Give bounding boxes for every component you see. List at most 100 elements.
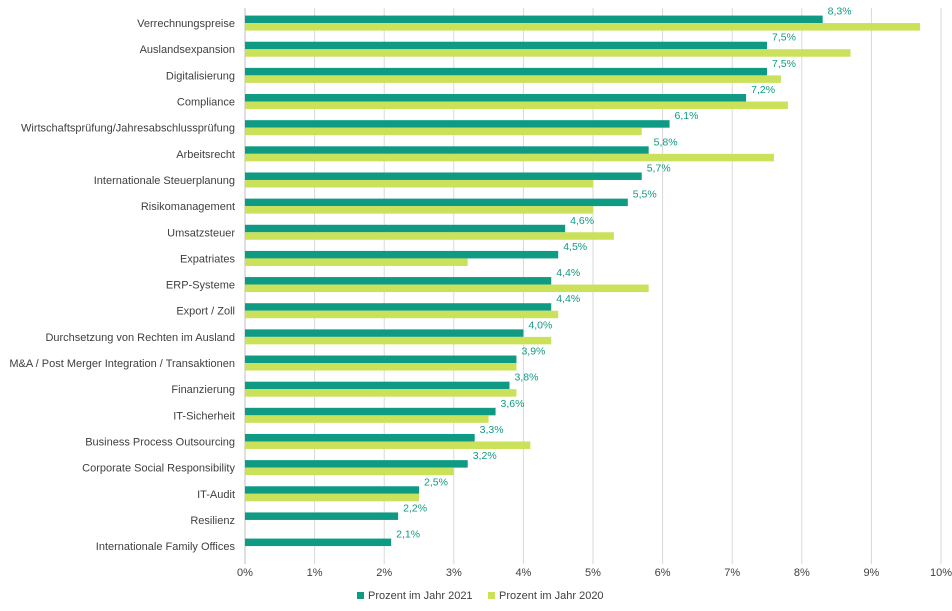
category-label: Business Process Outsourcing	[85, 436, 235, 448]
bar-2021	[245, 277, 552, 285]
bar-2020	[245, 75, 781, 83]
data-label-2021: 4,4%	[556, 267, 580, 279]
bar-2021	[245, 224, 566, 233]
category-label: Umsatzsteuer	[167, 227, 235, 239]
data-label-2021: 5,7%	[647, 162, 671, 174]
category-label: M&A / Post Merger Integration / Transakt…	[9, 358, 235, 370]
data-label-2021: 2,2%	[403, 502, 427, 514]
bar-2020	[245, 363, 517, 371]
legend: Prozent im Jahr 2021 Prozent im Jahr 2020	[357, 590, 604, 602]
bar-2021	[245, 172, 642, 180]
bar-2021	[245, 433, 475, 442]
bar-2020	[245, 206, 593, 214]
category-label: ERP-Systeme	[166, 280, 235, 292]
bar-2021	[245, 15, 823, 24]
data-label-2021: 3,8%	[514, 372, 538, 384]
bar-2020	[245, 23, 921, 31]
category-label: Internationale Family Offices	[96, 541, 236, 553]
category-label: Corporate Social Responsibility	[82, 463, 235, 475]
category-label: IT-Sicherheit	[173, 410, 235, 422]
data-label-2021: 4,5%	[563, 241, 587, 253]
bars	[245, 15, 921, 547]
x-tick-label: 3%	[446, 567, 462, 579]
category-label: Compliance	[177, 97, 235, 109]
data-label-2021: 5,8%	[654, 136, 678, 148]
data-label-2021: 4,0%	[528, 319, 552, 331]
bar-2020	[245, 415, 489, 423]
category-labels: Verrechnungspreise Auslandsexpansion Digit…	[9, 18, 235, 553]
category-label: IT-Audit	[197, 489, 235, 501]
x-tick-labels: 0% 1% 2% 3% 4% 5% 6% 7% 8% 9% 10%	[237, 567, 952, 579]
bar-2021	[245, 146, 649, 154]
bar-2020	[245, 284, 649, 293]
bar-2021	[245, 41, 767, 50]
x-tick-label: 0%	[237, 567, 253, 579]
category-label: Export / Zoll	[176, 306, 235, 318]
bar-2020	[245, 258, 468, 266]
category-label: Auslandsexpansion	[140, 44, 235, 56]
bar-2020	[245, 310, 559, 319]
bar-2020	[245, 493, 419, 502]
x-tick-label: 1%	[307, 567, 323, 579]
bar-2021	[245, 303, 552, 311]
bar-2021	[245, 460, 468, 468]
data-label-2021: 3,6%	[501, 398, 525, 410]
bar-2021	[245, 355, 517, 364]
bar-2021	[245, 120, 670, 128]
x-tick-label: 10%	[930, 567, 952, 579]
x-tick-label: 6%	[655, 567, 671, 579]
category-label: Durchsetzung von Rechten im Ausland	[45, 332, 235, 344]
category-label: Arbeitsrecht	[176, 149, 235, 161]
bar-2020	[245, 467, 454, 476]
data-labels: 8,3% 7,5% 7,5% 7,2% 6,1% 5,8% 5,7% 5,5% 4,6% 4,5%…	[396, 6, 851, 541]
data-label-2021: 6,1%	[675, 110, 699, 122]
bar-2021	[245, 198, 628, 207]
data-label-2021: 3,3%	[480, 424, 504, 436]
x-tick-label: 5%	[585, 567, 601, 579]
data-label-2021: 2,5%	[424, 476, 448, 488]
category-label: Risikomanagement	[141, 201, 235, 213]
category-label: Verrechnungspreise	[137, 18, 235, 30]
bar-2021	[245, 329, 524, 337]
x-tick-label: 4%	[515, 567, 531, 579]
bar-2020	[245, 179, 593, 188]
bar-2021	[245, 512, 399, 520]
category-label: Internationale Steuerplanung	[94, 175, 235, 187]
data-label-2021: 4,6%	[570, 215, 594, 227]
data-label-2021: 8,3%	[828, 6, 852, 18]
bar-2020	[245, 389, 517, 397]
bar-2021	[245, 94, 747, 102]
category-label: Finanzierung	[171, 384, 235, 396]
category-label: Digitalisierung	[166, 70, 235, 82]
bar-2021	[245, 381, 510, 390]
data-label-2021: 7,5%	[772, 58, 796, 70]
bar-2020	[245, 441, 531, 449]
bar-2021	[245, 67, 767, 76]
bar-2021	[245, 407, 496, 416]
category-label: Resilienz	[190, 515, 235, 527]
data-label-2021: 7,5%	[772, 32, 796, 44]
bar-2020	[245, 232, 614, 240]
x-tick-label: 7%	[724, 567, 740, 579]
bar-2021	[245, 486, 419, 494]
x-tick-label: 9%	[863, 567, 879, 579]
category-label: Wirtschaftsprüfung/Jahresabschlussprüfun…	[21, 123, 235, 135]
data-label-2021: 2,1%	[396, 529, 420, 541]
x-tick-label: 2%	[376, 567, 392, 579]
bar-2020	[245, 336, 552, 345]
bar-2021	[245, 250, 559, 259]
bar-2020	[245, 153, 774, 162]
legend-swatch	[488, 592, 495, 599]
data-label-2021: 4,4%	[556, 293, 580, 305]
legend-label: Prozent im Jahr 2021	[368, 590, 473, 602]
bar-2020	[245, 49, 851, 57]
x-tick-label: 8%	[794, 567, 810, 579]
bar-2020	[245, 101, 788, 110]
category-label: Expatriates	[180, 253, 236, 265]
bar-2020	[245, 127, 642, 136]
legend-label: Prozent im Jahr 2020	[499, 590, 604, 602]
data-label-2021: 7,2%	[751, 84, 775, 96]
data-label-2021: 3,9%	[521, 346, 545, 358]
legend-swatch	[357, 592, 364, 599]
data-label-2021: 3,2%	[473, 450, 497, 462]
